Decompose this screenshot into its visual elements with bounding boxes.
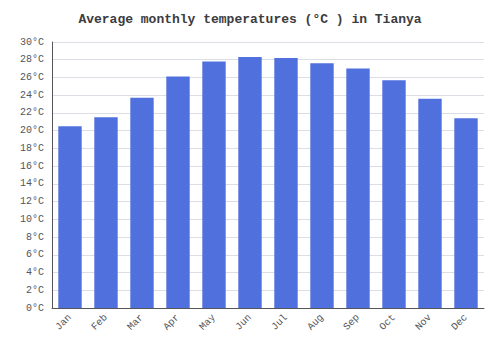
svg-text:May: May (197, 312, 217, 332)
svg-text:16°C: 16°C (20, 161, 44, 172)
svg-text:Jan: Jan (53, 312, 73, 332)
svg-text:18°C: 18°C (20, 143, 44, 154)
svg-text:22°C: 22°C (20, 107, 44, 118)
svg-text:Dec: Dec (449, 312, 469, 332)
svg-text:Jul: Jul (269, 312, 289, 332)
svg-text:Sep: Sep (341, 312, 361, 332)
svg-text:20°C: 20°C (20, 125, 44, 136)
svg-text:30°C: 30°C (20, 37, 44, 48)
svg-text:Feb: Feb (89, 312, 109, 332)
svg-text:6°C: 6°C (26, 249, 44, 260)
svg-text:Jun: Jun (233, 312, 253, 332)
svg-text:Apr: Apr (161, 312, 181, 332)
svg-text:12°C: 12°C (20, 196, 44, 207)
svg-text:2°C: 2°C (26, 285, 44, 296)
svg-text:24°C: 24°C (20, 90, 44, 101)
svg-text:Average monthly temperatures (: Average monthly temperatures (°C ) in Ti… (78, 12, 421, 27)
svg-text:Nov: Nov (413, 312, 433, 332)
svg-text:8°C: 8°C (26, 232, 44, 243)
svg-text:Aug: Aug (305, 312, 325, 332)
svg-text:0°C: 0°C (26, 303, 44, 314)
svg-text:10°C: 10°C (20, 214, 44, 225)
svg-text:14°C: 14°C (20, 178, 44, 189)
svg-text:Oct: Oct (377, 312, 397, 332)
svg-text:28°C: 28°C (20, 54, 44, 65)
svg-text:26°C: 26°C (20, 72, 44, 83)
svg-text:4°C: 4°C (26, 267, 44, 278)
svg-text:Mar: Mar (125, 312, 145, 332)
